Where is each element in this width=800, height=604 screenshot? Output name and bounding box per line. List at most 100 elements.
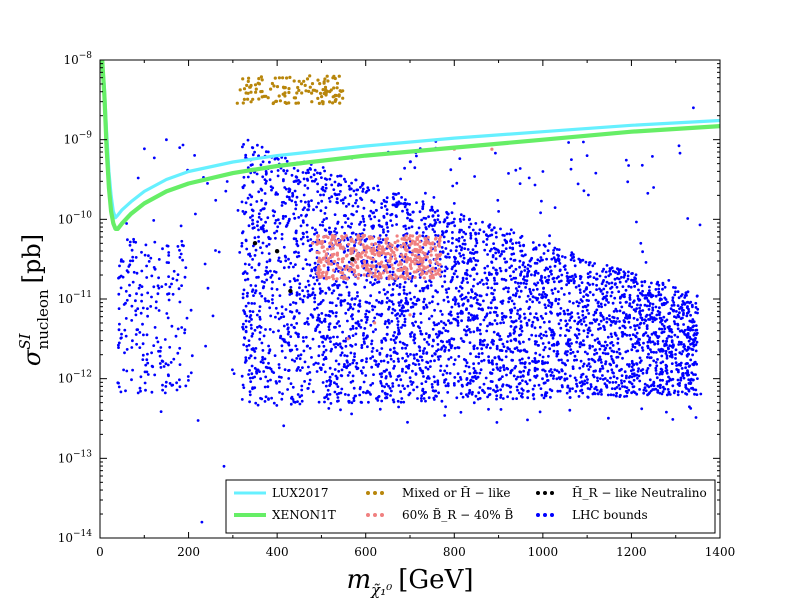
data-point-lhc-bounds [587, 272, 590, 275]
data-point-lhc-bounds [466, 281, 469, 284]
data-point-lhc-bounds [255, 368, 258, 371]
data-point-lhc-bounds [289, 280, 292, 283]
data-point-lhc-bounds [589, 322, 592, 325]
data-point-lhc-bounds [350, 182, 353, 185]
data-point-lhc-bounds [542, 287, 545, 290]
data-point-lhc-bounds [630, 338, 633, 341]
data-point-lhc-bounds [655, 295, 658, 298]
data-point-lhc-bounds [560, 307, 563, 310]
data-point-lhc-bounds [456, 346, 459, 349]
data-point-lhc-bounds [409, 376, 412, 379]
data-point-lhc-bounds [669, 393, 672, 396]
data-point-lhc-bounds [638, 344, 641, 347]
data-point-lhc-bounds [568, 292, 571, 295]
data-point-lhc-bounds [639, 357, 642, 360]
data-point-lhc-bounds [678, 144, 681, 147]
data-point-lhc-bounds [565, 342, 568, 345]
data-point-lhc-bounds [419, 355, 422, 358]
data-point-lhc-bounds [428, 396, 431, 399]
data-point-lhc-bounds [409, 380, 412, 383]
data-point-lhc-bounds [182, 244, 185, 247]
data-point-lhc-bounds [490, 287, 493, 290]
data-point-lhc-bounds [681, 317, 684, 320]
data-point-lhc-bounds [331, 292, 334, 295]
x-tick-label: 1000 [528, 545, 559, 559]
data-point-lhc-bounds [151, 365, 154, 368]
data-point-lhc-bounds [453, 273, 456, 276]
data-point-lhc-bounds [412, 339, 415, 342]
data-point-lhc-bounds [519, 382, 522, 385]
data-point-lhc-bounds [586, 335, 589, 338]
data-point-lhc-bounds [457, 372, 460, 375]
data-point-lhc-bounds [481, 279, 484, 282]
data-point-lhc-bounds [251, 376, 254, 379]
data-point-lhc-bounds [589, 291, 592, 294]
data-point-lhc-bounds [636, 282, 639, 285]
data-point-lhc-bounds [672, 301, 675, 304]
data-point-lhc-bounds [509, 316, 512, 319]
data-point-lhc-bounds [652, 186, 655, 189]
data-point-60-b-r-40-b [408, 313, 411, 316]
data-point-lhc-bounds [343, 363, 346, 366]
data-point-lhc-bounds [340, 304, 343, 307]
data-point-lhc-bounds [321, 341, 324, 344]
data-point-lhc-bounds [292, 213, 295, 216]
data-point-lhc-bounds [635, 221, 638, 224]
data-point-mixed-or-h-like [249, 86, 252, 89]
data-point-lhc-bounds [257, 404, 260, 407]
data-point-60-b-r-40-b [340, 235, 343, 238]
data-point-lhc-bounds [384, 393, 387, 396]
data-point-lhc-bounds [454, 347, 457, 350]
data-point-60-b-r-40-b [408, 244, 411, 247]
data-point-lhc-bounds [380, 347, 383, 350]
data-point-lhc-bounds [305, 336, 308, 339]
data-point-lhc-bounds [354, 297, 357, 300]
data-point-lhc-bounds [603, 318, 606, 321]
data-point-lhc-bounds [653, 384, 656, 387]
data-point-lhc-bounds [655, 372, 658, 375]
data-point-lhc-bounds [515, 326, 518, 329]
data-point-lhc-bounds [255, 249, 258, 252]
data-point-lhc-bounds [126, 348, 129, 351]
data-point-lhc-bounds [383, 360, 386, 363]
data-point-lhc-bounds [136, 328, 139, 331]
data-point-lhc-bounds [355, 333, 358, 336]
data-point-lhc-bounds [649, 348, 652, 351]
data-point-lhc-bounds [350, 222, 353, 225]
data-point-60-b-r-40-b [438, 263, 441, 266]
data-point-lhc-bounds [582, 339, 585, 342]
data-point-lhc-bounds [536, 317, 539, 320]
data-point-mixed-or-h-like [316, 97, 319, 100]
data-point-lhc-bounds [415, 353, 418, 356]
data-point-lhc-bounds [483, 230, 486, 233]
data-point-lhc-bounds [413, 296, 416, 299]
data-point-lhc-bounds [423, 307, 426, 310]
data-point-lhc-bounds [631, 365, 634, 368]
data-point-lhc-bounds [615, 364, 618, 367]
data-point-lhc-bounds [390, 294, 393, 297]
data-point-lhc-bounds [547, 379, 550, 382]
data-point-lhc-bounds [303, 350, 306, 353]
data-point-lhc-bounds [284, 172, 287, 175]
data-point-lhc-bounds [473, 347, 476, 350]
data-point-lhc-bounds [474, 375, 477, 378]
data-point-lhc-bounds [458, 290, 461, 293]
data-point-lhc-bounds [502, 383, 505, 386]
data-point-lhc-bounds [495, 269, 498, 272]
data-point-lhc-bounds [247, 302, 250, 305]
data-point-lhc-bounds [286, 160, 289, 163]
data-point-lhc-bounds [677, 369, 680, 372]
data-point-lhc-bounds [539, 326, 542, 329]
data-point-lhc-bounds [386, 212, 389, 215]
data-point-lhc-bounds [375, 397, 378, 400]
data-point-lhc-bounds [417, 298, 420, 301]
data-point-lhc-bounds [460, 310, 463, 313]
data-point-lhc-bounds [664, 370, 667, 373]
data-point-lhc-bounds [307, 293, 310, 296]
data-point-lhc-bounds [324, 371, 327, 374]
data-point-lhc-bounds [498, 378, 501, 381]
data-point-lhc-bounds [251, 290, 254, 293]
data-point-lhc-bounds [441, 346, 444, 349]
data-point-60-b-r-40-b [392, 267, 395, 270]
data-point-lhc-bounds [245, 248, 248, 251]
